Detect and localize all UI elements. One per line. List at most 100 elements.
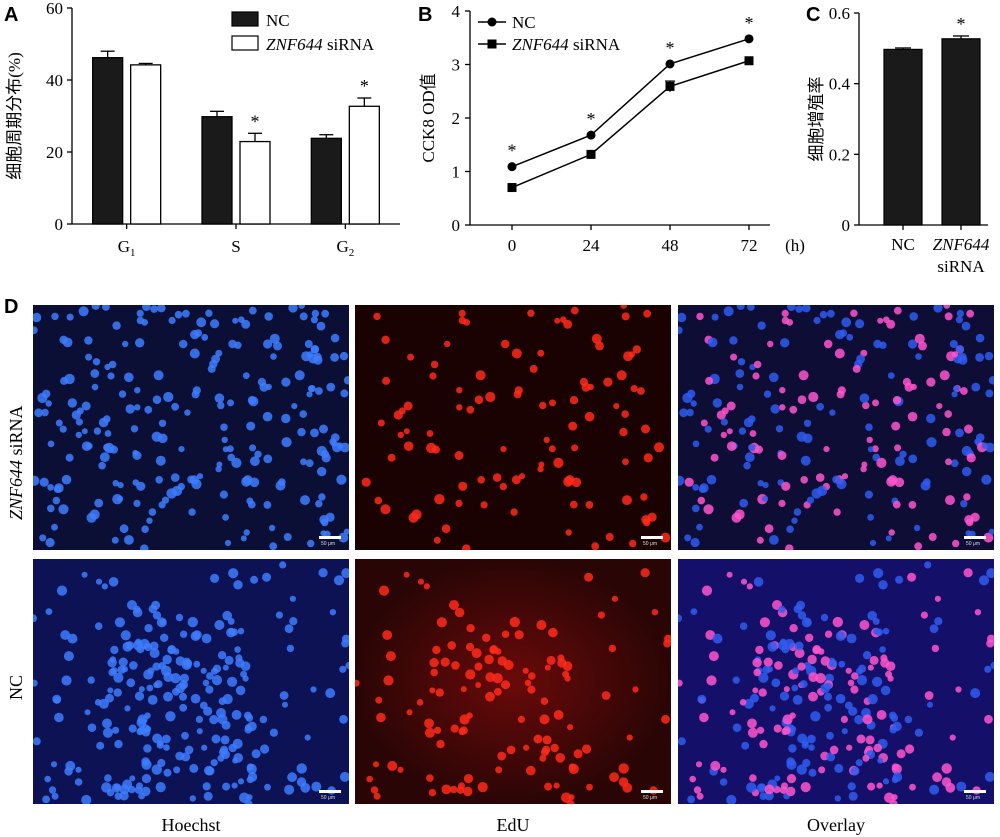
nucleus (945, 458, 952, 466)
nucleus (706, 474, 717, 485)
nucleus (756, 783, 767, 793)
nucleus (33, 475, 40, 486)
nucleus (699, 712, 709, 723)
nucleus (125, 404, 135, 414)
nucleus (546, 655, 556, 665)
nucleus (970, 688, 981, 699)
nucleus (795, 305, 803, 313)
legend-label: ZNF644 siRNA (512, 35, 621, 54)
nucleus (660, 532, 671, 543)
nucleus (537, 465, 544, 473)
nucleus (975, 353, 984, 362)
nucleus (37, 392, 48, 404)
scale-bar-label: 50 μm (966, 541, 980, 547)
nucleus (492, 473, 502, 482)
nucleus (61, 474, 72, 485)
nucleus (247, 721, 257, 732)
nucleus (816, 402, 824, 411)
significance-star: * (745, 13, 754, 33)
nucleus (60, 376, 69, 385)
nucleus (792, 695, 803, 705)
nucleus (263, 501, 272, 509)
y-axis-label: CCK8 OD值 (419, 73, 438, 162)
nucleus (986, 639, 994, 648)
nucleus (65, 453, 74, 462)
nucleus (872, 676, 883, 687)
nucleus (458, 481, 468, 491)
y-tick-label: 40 (46, 71, 63, 90)
nucleus (896, 749, 906, 759)
nucleus (313, 352, 322, 361)
nucleus (178, 339, 188, 349)
nucleus (58, 504, 69, 515)
row-label-znf644-sirna: ZNF644 siRNA (6, 405, 27, 520)
legend-label: NC (266, 11, 290, 30)
nucleus (887, 372, 895, 379)
nucleus (117, 482, 124, 489)
nucleus (603, 377, 613, 387)
nucleus (755, 645, 764, 655)
nucleus (553, 782, 560, 789)
row-label-text: NC (6, 674, 26, 700)
nucleus (485, 391, 496, 403)
nucleus (375, 696, 383, 704)
nucleus (908, 501, 917, 509)
nucleus (305, 459, 314, 468)
nucleus (697, 496, 706, 505)
nucleus (222, 782, 231, 791)
nucleus (807, 734, 816, 744)
nucleus (554, 317, 561, 324)
nucleus (862, 714, 873, 725)
bar-0 (883, 48, 923, 226)
nucleus (781, 481, 791, 491)
nucleus (113, 688, 122, 697)
nucleus (522, 667, 529, 674)
nucleus (325, 512, 335, 522)
nucleus (451, 661, 460, 670)
nucleus (661, 714, 670, 724)
legend-swatch (231, 11, 259, 27)
nucleus (955, 316, 963, 324)
nucleus (247, 396, 257, 405)
nucleus (454, 607, 465, 618)
y-tick-label: 0.2 (829, 145, 850, 164)
nucleus (528, 672, 536, 680)
nucleus (138, 686, 145, 693)
nucleus (210, 319, 220, 329)
nucleus (455, 499, 463, 507)
nucleus (263, 454, 273, 464)
nucleus (341, 568, 349, 579)
nucleus (873, 568, 884, 579)
nucleus (51, 312, 59, 321)
nucleus (393, 410, 403, 420)
nucleus (689, 775, 696, 783)
nucleus (573, 749, 583, 759)
nucleus (569, 500, 578, 509)
nucleus (894, 444, 902, 452)
nucleus (817, 648, 825, 655)
nucleus (211, 734, 221, 744)
nucleus (892, 721, 902, 732)
nucleus (81, 441, 92, 451)
nucleus (770, 404, 780, 414)
nucleus (281, 413, 291, 424)
nucleus (566, 799, 575, 804)
nucleus (273, 341, 282, 351)
nucleus (494, 687, 502, 696)
nucleus (734, 509, 745, 520)
nucleus (951, 351, 959, 358)
nucleus (752, 687, 759, 694)
nucleus (141, 774, 152, 784)
point-1-3 (744, 56, 754, 66)
nucleus (867, 782, 876, 791)
nucleus (158, 419, 167, 427)
nucleus (811, 488, 822, 499)
nucleus (134, 691, 145, 701)
nucleus (466, 712, 473, 719)
nucleus (597, 611, 605, 619)
micro-image (355, 559, 671, 804)
nucleus (944, 312, 953, 321)
nucleus (120, 630, 131, 641)
nucleus (87, 723, 97, 732)
nucleus (222, 514, 230, 521)
